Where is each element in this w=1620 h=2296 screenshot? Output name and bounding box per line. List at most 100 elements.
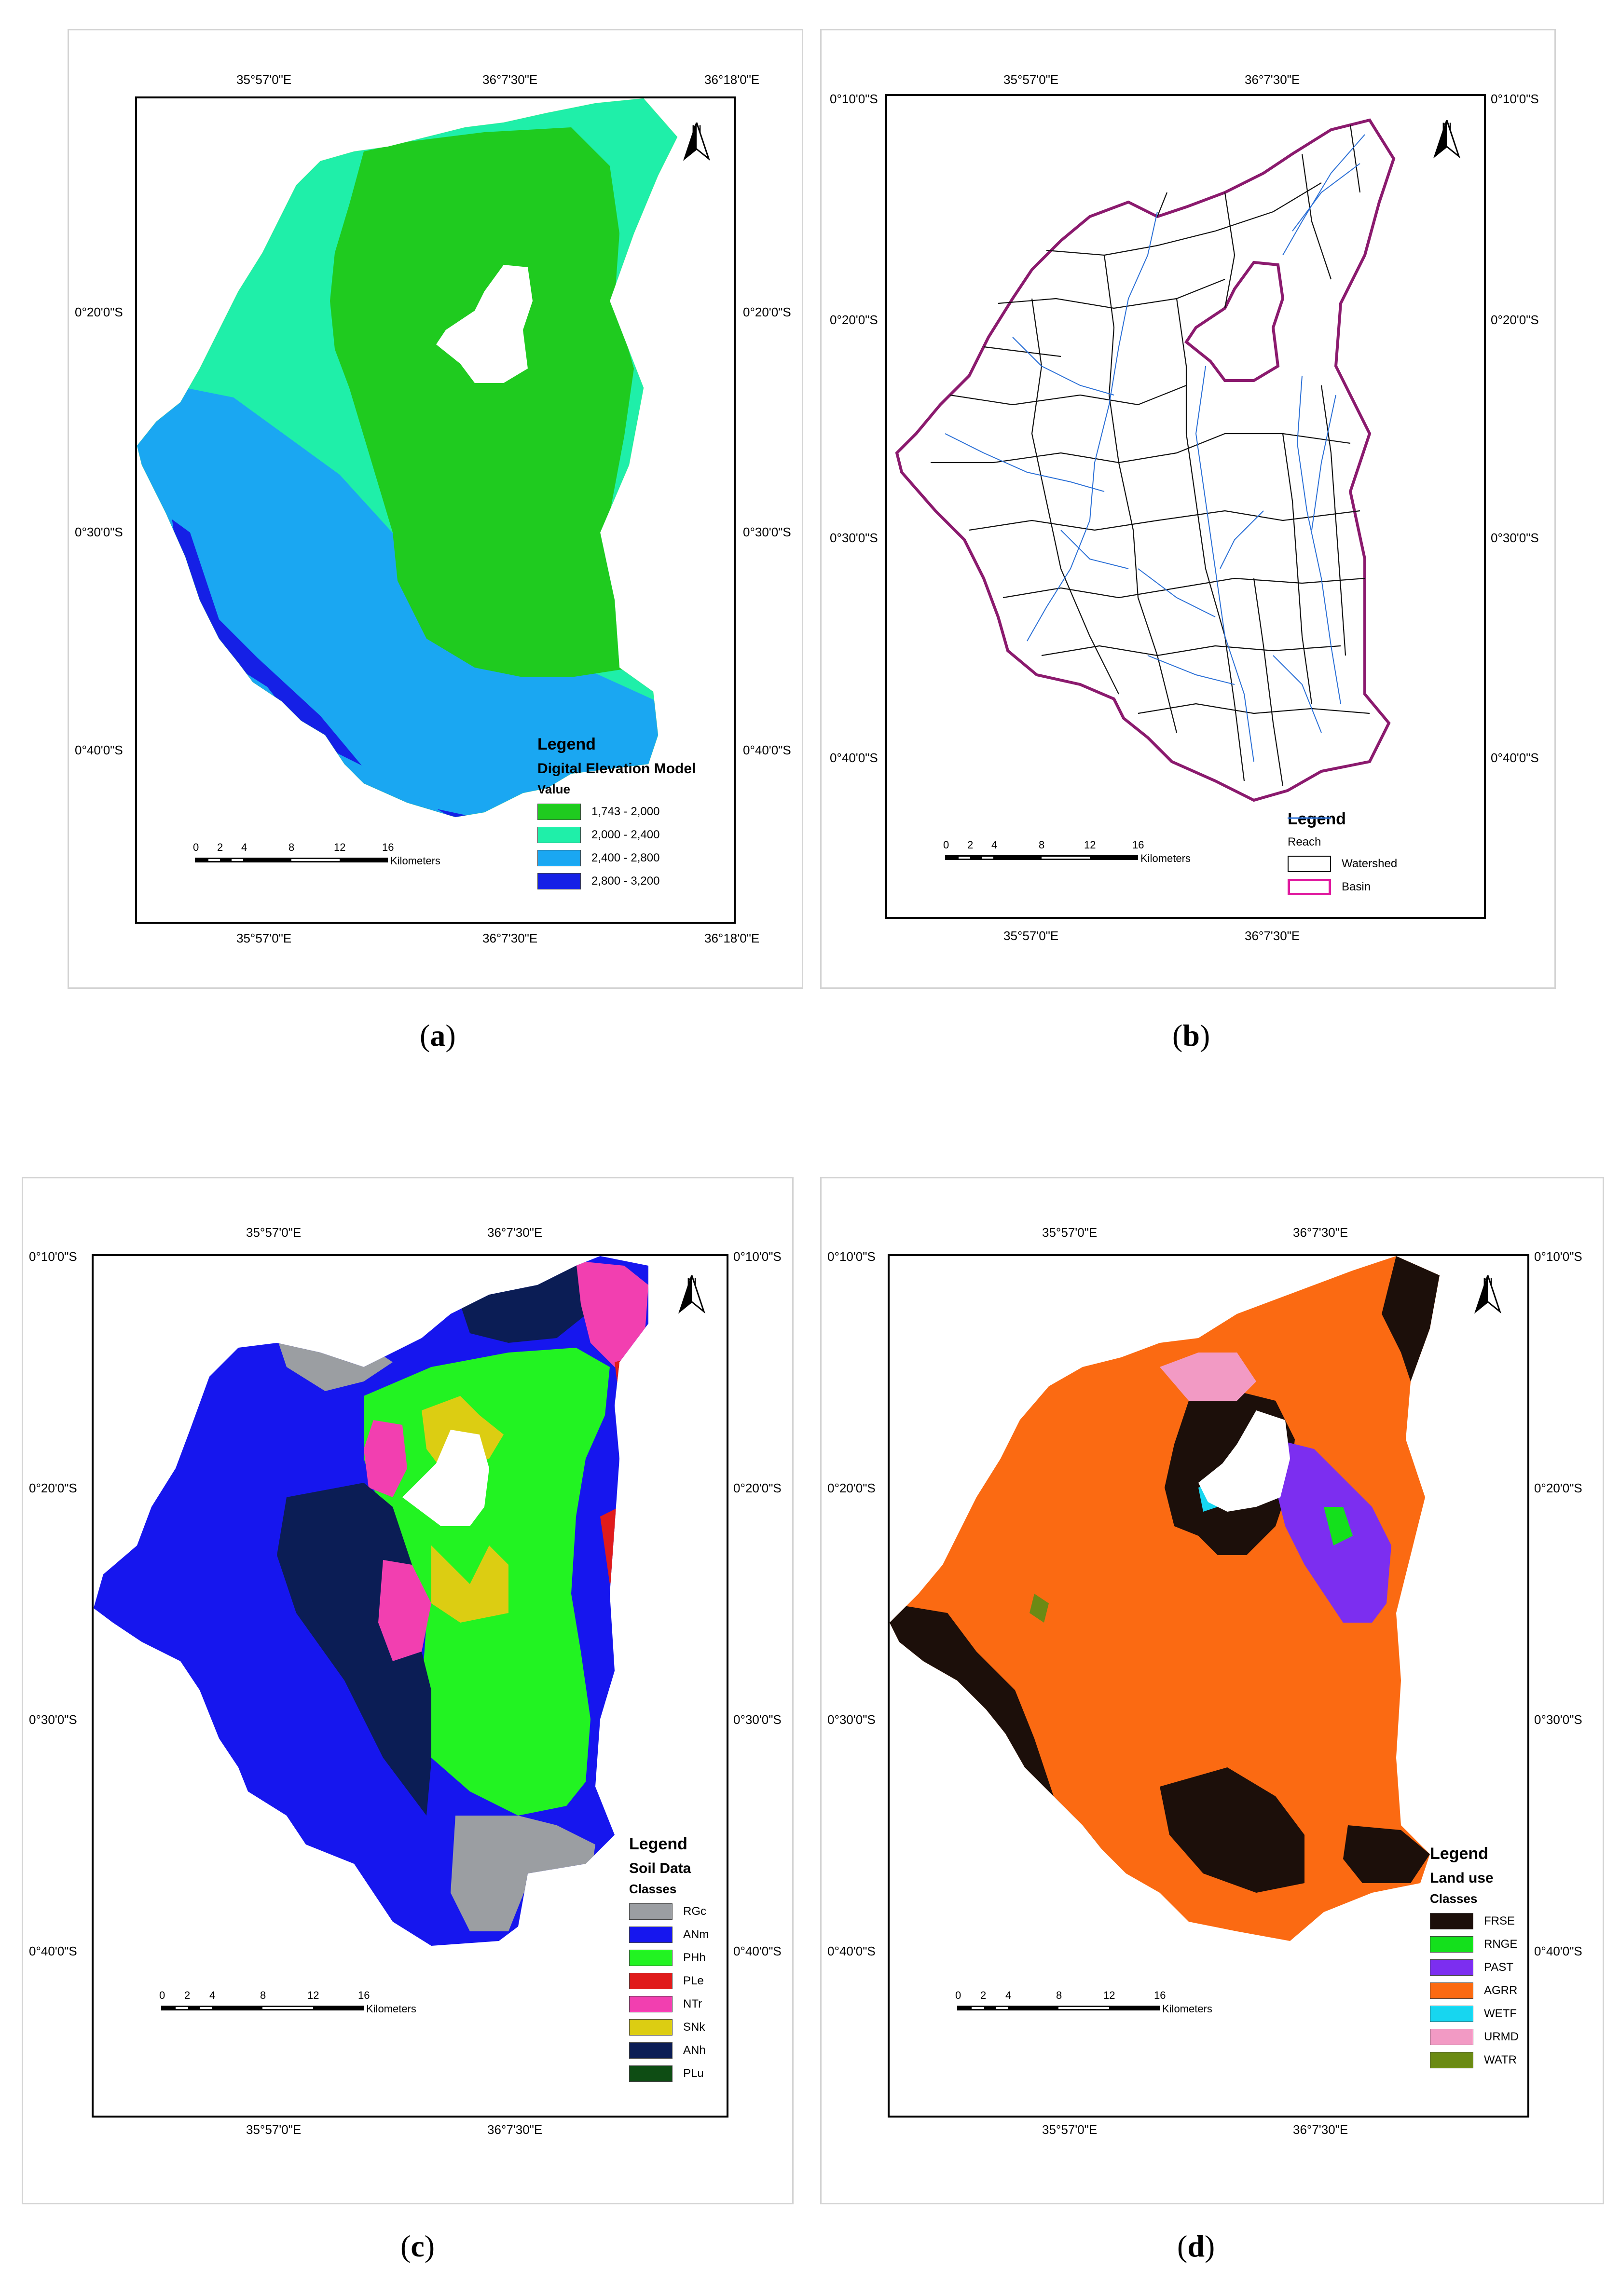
legend-title-b: Legend bbox=[1288, 810, 1346, 828]
north-arrow-d: N bbox=[1473, 1275, 1502, 1328]
lon-top-label-d-2: 36°7'30"E bbox=[1293, 1225, 1348, 1240]
scale-bar-graphic bbox=[957, 2006, 1160, 2010]
scale-tick: 8 bbox=[1056, 1989, 1062, 2001]
legend-subtitle-c: Soil Data bbox=[629, 1860, 691, 1876]
lat-right-label-d-4: 0°40'0"S bbox=[1534, 1944, 1582, 1958]
scale-tick: 0 bbox=[943, 839, 949, 851]
dem-hole bbox=[436, 265, 533, 383]
lat-right-label-d-2: 0°20'0"S bbox=[1534, 1481, 1582, 1495]
north-arrow-icon bbox=[678, 1275, 706, 1314]
north-arrow-b: N bbox=[1432, 120, 1461, 173]
lat-left-label-a-3: 0°40'0"S bbox=[75, 743, 123, 757]
lu-class-rnge bbox=[1324, 1507, 1353, 1545]
legend-swatch bbox=[537, 850, 581, 866]
caption-c: (c) bbox=[400, 2229, 435, 2263]
legend-swatch bbox=[629, 1950, 673, 1966]
lat-left-label-d-1: 0°10'0"S bbox=[827, 1249, 876, 1264]
legend-item-d-5: WETF bbox=[1430, 2006, 1526, 2022]
legend-item-d-4: AGRR bbox=[1430, 1982, 1526, 1999]
lat-left-label-a-1: 0°20'0"S bbox=[75, 305, 123, 319]
scale-bar-c: 0 2 4 8 12 16 Kilometers bbox=[159, 1989, 431, 2018]
legend-item-a-1: 1,743 - 2,000 bbox=[537, 804, 730, 820]
lon-top-label-c-1: 35°57'0"E bbox=[246, 1225, 302, 1240]
scale-tick: 2 bbox=[967, 839, 974, 851]
lat-left-label-a-2: 0°30'0"S bbox=[75, 525, 123, 539]
legend-swatch bbox=[537, 827, 581, 843]
legend-label: Watershed bbox=[1342, 857, 1398, 870]
legend-label: SNk bbox=[683, 2021, 705, 2034]
lat-right-label-c-2: 0°20'0"S bbox=[733, 1481, 782, 1495]
legend-swatch bbox=[1430, 1913, 1473, 1929]
scale-tick: 0 bbox=[193, 841, 199, 853]
legend-swatch bbox=[1288, 879, 1331, 895]
legend-value-label-a: Value bbox=[537, 782, 570, 796]
legend-label: Reach bbox=[1288, 835, 1321, 848]
scale-unit: Kilometers bbox=[366, 2003, 416, 2015]
legend-b: Legend Reach Watershed Basin bbox=[1288, 810, 1471, 895]
scale-tick: 8 bbox=[288, 841, 295, 853]
caption-letter-d: d bbox=[1187, 2229, 1205, 2263]
legend-item-c-7: ANh bbox=[629, 2042, 726, 2059]
soil-class-anh-north bbox=[460, 1261, 605, 1343]
legend-item-c-2: ANm bbox=[629, 1927, 726, 1943]
lon-bottom-label-d-2: 36°7'30"E bbox=[1293, 2122, 1348, 2137]
legend-label: 2,400 - 2,800 bbox=[591, 851, 660, 864]
lon-top-label-a-3: 36°18'0"E bbox=[704, 72, 760, 87]
scale-tick: 4 bbox=[1005, 1989, 1012, 2001]
north-arrow-icon bbox=[1433, 120, 1461, 159]
legend-label: AGRR bbox=[1484, 1984, 1518, 1997]
lat-right-label-d-3: 0°30'0"S bbox=[1534, 1712, 1582, 1727]
map-frame-b: N Legend Reach Watershed Basin 0 2 4 8 1… bbox=[885, 94, 1486, 919]
lat-left-label-d-4: 0°40'0"S bbox=[827, 1944, 876, 1958]
legend-label: PAST bbox=[1484, 1961, 1513, 1974]
dem-class-1743-2000 bbox=[330, 127, 644, 677]
basin-outline bbox=[895, 118, 1396, 802]
legend-label: ANh bbox=[683, 2044, 706, 2057]
legend-item-c-3: PHh bbox=[629, 1950, 726, 1966]
legend-subtitle-a: Digital Elevation Model bbox=[537, 761, 696, 777]
watershed-map bbox=[895, 118, 1396, 802]
legend-item-d-2: RNGE bbox=[1430, 1936, 1526, 1953]
caption-letter-b: b bbox=[1182, 1018, 1200, 1052]
lon-bottom-label-a-1: 35°57'0"E bbox=[236, 931, 292, 945]
soil-hole bbox=[402, 1430, 489, 1526]
scale-bar-graphic bbox=[161, 2006, 364, 2010]
soil-map bbox=[94, 1256, 648, 1946]
scale-bar-graphic bbox=[195, 858, 388, 862]
dem-class-2800-3200 bbox=[137, 494, 475, 817]
soil-class-ntr-north bbox=[576, 1261, 648, 1367]
legend-item-a-2: 2,000 - 2,400 bbox=[537, 827, 730, 843]
lon-bottom-label-a-3: 36°18'0"E bbox=[704, 931, 760, 945]
scale-tick: 2 bbox=[980, 1989, 987, 2001]
legend-item-d-1: FRSE bbox=[1430, 1913, 1526, 1929]
north-arrow-icon bbox=[683, 123, 711, 161]
legend-item-c-1: RGc bbox=[629, 1903, 726, 1920]
legend-swatch bbox=[1430, 1936, 1473, 1953]
legend-item-c-5: NTr bbox=[629, 1996, 726, 2012]
lon-bottom-label-c-1: 35°57'0"E bbox=[246, 2122, 302, 2137]
scale-tick: 2 bbox=[217, 841, 223, 853]
lat-left-label-d-3: 0°30'0"S bbox=[827, 1712, 876, 1727]
soil-class-plu bbox=[176, 1830, 214, 1883]
lat-right-label-b-2: 0°20'0"S bbox=[1491, 313, 1539, 327]
legend-c: Legend Soil Data Classes RGc ANm PHh PLe… bbox=[629, 1835, 726, 2082]
lat-right-label-a-2: 0°30'0"S bbox=[743, 525, 791, 539]
lu-class-frse-northeast bbox=[1382, 1256, 1440, 1381]
legend-item-d-3: PAST bbox=[1430, 1959, 1526, 1976]
lat-left-label-c-1: 0°10'0"S bbox=[29, 1249, 77, 1264]
legend-subtitle-d: Land use bbox=[1430, 1870, 1494, 1886]
scale-tick: 16 bbox=[1132, 839, 1144, 851]
legend-a: Legend Digital Elevation Model Value 1,7… bbox=[537, 735, 730, 889]
lat-left-label-b-4: 0°40'0"S bbox=[830, 751, 878, 765]
legend-item-b-3: Basin bbox=[1288, 879, 1471, 895]
lat-right-label-d-1: 0°10'0"S bbox=[1534, 1249, 1582, 1264]
lon-bottom-label-a-2: 36°7'30"E bbox=[482, 931, 538, 945]
legend-label: ANm bbox=[683, 1928, 709, 1941]
map-frame-a: N Legend Digital Elevation Model Value 1… bbox=[135, 96, 736, 924]
legend-item-b-2: Watershed bbox=[1288, 856, 1471, 872]
lat-right-label-b-1: 0°10'0"S bbox=[1491, 92, 1539, 106]
scale-tick: 4 bbox=[991, 839, 998, 851]
legend-item-c-8: PLu bbox=[629, 2065, 726, 2082]
legend-item-d-6: URMD bbox=[1430, 2029, 1526, 2045]
scale-bar-graphic bbox=[945, 855, 1138, 860]
